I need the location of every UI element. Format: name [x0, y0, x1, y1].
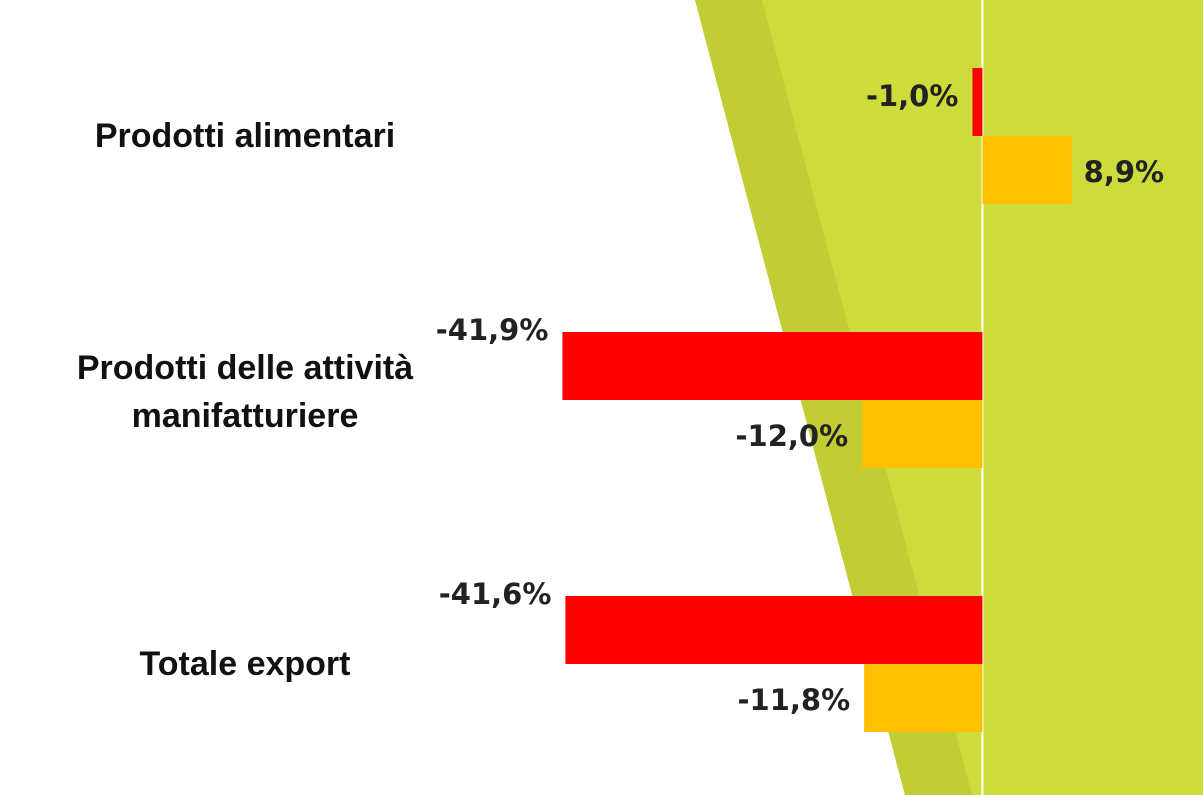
category-label: Prodotti delle attività manifatturiere — [76, 349, 414, 435]
bar — [562, 332, 983, 400]
value-label: -1,0% — [866, 79, 958, 113]
bar — [864, 664, 983, 732]
category-label: Totale export — [139, 645, 351, 683]
value-label: -41,9% — [436, 313, 549, 347]
value-label: -12,0% — [735, 419, 848, 453]
bar — [565, 596, 983, 664]
value-label: -11,8% — [737, 683, 850, 717]
category-label: Prodotti alimentari — [94, 117, 396, 155]
bar — [972, 68, 983, 136]
value-label: -41,6% — [439, 577, 552, 611]
bar — [862, 400, 983, 468]
value-label: 8,9% — [1084, 155, 1164, 189]
bar — [982, 136, 1072, 204]
